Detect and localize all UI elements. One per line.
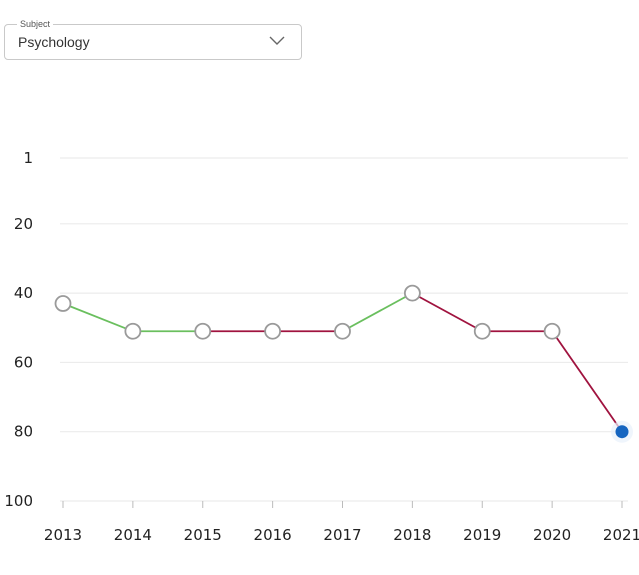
y-tick-label: 80 xyxy=(14,423,33,441)
x-axis-ticks: 2013 2014 2015 2016 2017 2018 2019 2020 2021 xyxy=(44,501,639,544)
x-tick-label: 2019 xyxy=(463,526,501,544)
data-point-2015[interactable] xyxy=(194,322,212,340)
data-point-2018[interactable] xyxy=(403,284,421,302)
subject-select-label: Subject xyxy=(17,18,54,30)
data-point-2017[interactable] xyxy=(334,322,351,340)
series-segment-2020-2021 xyxy=(551,330,623,433)
data-point-2014[interactable] xyxy=(124,322,142,340)
y-tick-label: 40 xyxy=(14,284,33,302)
data-point-2019[interactable] xyxy=(473,322,491,340)
data-point-2016[interactable] xyxy=(264,322,282,340)
series-segment-2018-2019 xyxy=(411,292,484,333)
y-tick-label: 20 xyxy=(14,215,33,233)
series-segment-2013-2014 xyxy=(62,302,134,333)
x-tick-label: 2014 xyxy=(114,526,152,544)
y-tick-label: 60 xyxy=(14,353,33,371)
data-point-2020[interactable] xyxy=(543,322,561,340)
grid-lines xyxy=(60,157,628,502)
x-tick-label: 2015 xyxy=(184,526,222,544)
x-tick-label: 2016 xyxy=(254,526,292,544)
y-tick-label: 1 xyxy=(23,149,33,167)
subject-select-value: Psychology xyxy=(18,34,90,50)
x-tick-label: 2018 xyxy=(393,526,431,544)
subject-select[interactable]: Subject Psychology xyxy=(4,18,302,60)
y-tick-label: 100 xyxy=(4,492,33,510)
chevron-down-icon xyxy=(269,36,285,45)
x-tick-label: 2013 xyxy=(44,526,82,544)
series-points xyxy=(54,284,633,443)
x-tick-label: 2020 xyxy=(533,526,571,544)
x-tick-label: 2017 xyxy=(323,526,361,544)
data-point-2013[interactable] xyxy=(54,295,72,312)
series-lines xyxy=(62,292,623,433)
y-axis-ticks: 1 20 40 60 80 100 xyxy=(4,149,33,510)
x-tick-label: 2021 xyxy=(603,526,639,544)
series-segment-2017-2018 xyxy=(341,292,414,333)
data-point-2021[interactable] xyxy=(615,425,629,439)
